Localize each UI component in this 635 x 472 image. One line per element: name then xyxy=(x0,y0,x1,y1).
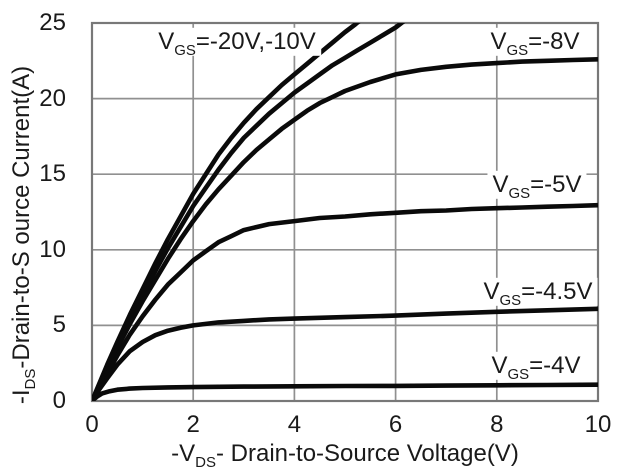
curve-label-prefix: V xyxy=(483,277,500,305)
plot-border xyxy=(90,21,600,403)
curve-vgs-5v xyxy=(92,202,598,401)
curve-label-prefix: V xyxy=(491,351,508,379)
curve-label-vgs-4v: VGS=-4V xyxy=(486,351,586,383)
y-tick-label-15: 15 xyxy=(39,160,66,188)
y-tick-label-10: 10 xyxy=(39,235,66,263)
curve-label-prefix: V xyxy=(492,170,509,198)
curve-label-vgs-5v: VGS=-5V xyxy=(487,170,587,202)
x-tick-label-6: 6 xyxy=(388,411,403,438)
curve-vgs-10v xyxy=(92,23,406,401)
x-axis-title: -VDS- Drain-to-Source Voltage(V) xyxy=(95,440,595,470)
curve-label-subscript: GS xyxy=(174,41,196,59)
curve-label-subscript: GS xyxy=(507,365,530,383)
x-tick-label-10: 10 xyxy=(584,411,612,438)
y-axis-title-subscript: DS xyxy=(22,368,39,390)
y-tick-label-5: 5 xyxy=(52,311,66,339)
x-tick-label-8: 8 xyxy=(490,411,504,438)
curve-label-subscript: GS xyxy=(499,291,522,309)
y-tick-label-20: 20 xyxy=(39,84,66,112)
curve-label-value: =-5V xyxy=(530,170,582,198)
y-tick-label-0: 0 xyxy=(52,387,66,414)
curve-label-prefix: V xyxy=(158,27,175,55)
curve-label-prefix: V xyxy=(490,27,507,55)
x-axis-title-prefix: -V xyxy=(171,440,196,467)
x-axis-title-rest: - Drain-to-Source Voltage(V) xyxy=(216,440,519,467)
x-axis-title-subscript: DS xyxy=(195,454,217,471)
x-tick-label-0: 0 xyxy=(85,411,99,438)
y-tick-label-25: 25 xyxy=(39,9,66,36)
curve-label-subscript: GS xyxy=(506,41,529,59)
curve-label-value: =-20V,-10V xyxy=(195,27,316,55)
x-tick-label-4: 4 xyxy=(287,411,302,438)
curve-label-subscript: GS xyxy=(508,184,531,202)
curve-label-value: =-4.5V xyxy=(521,277,593,305)
curve-label-vgs-20v-10v: VGS=-20V,-10V xyxy=(153,27,321,59)
curve-vgs-4p5v xyxy=(92,306,598,401)
curve-vgs-4v xyxy=(92,382,598,401)
x-tick-label-2: 2 xyxy=(186,411,200,438)
curve-label-value: =-8V xyxy=(528,27,580,55)
curves-group xyxy=(92,23,598,401)
curve-label-value: =-4V xyxy=(529,351,581,379)
curve-vgs-8v xyxy=(92,57,598,401)
curve-label-vgs-8v: VGS=-8V xyxy=(485,27,585,59)
curve-label-vgs-4p5v: VGS=-4.5V xyxy=(478,277,598,309)
